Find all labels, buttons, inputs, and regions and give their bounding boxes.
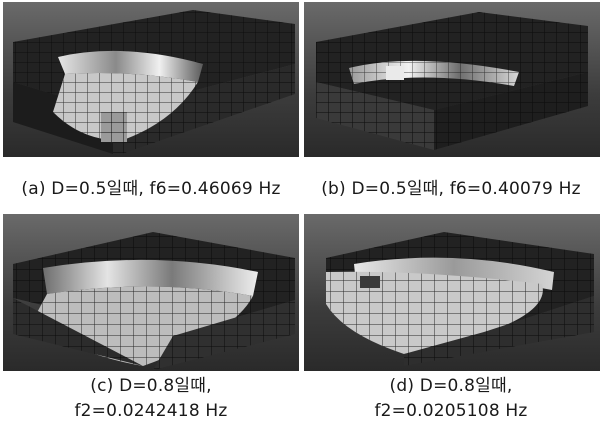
figure-d-caption-line1: (d) D=0.8일때, <box>389 376 513 396</box>
figure-c-render <box>3 214 299 371</box>
mode-shape-d-image <box>326 232 594 366</box>
mode-shape-a-image <box>13 10 295 154</box>
figure-a-caption: (a) D=0.5일때, f6=0.46069 Hz <box>0 177 302 202</box>
figure-b-caption-line1: (b) D=0.5일때, f6=0.40079 Hz <box>321 179 581 199</box>
figure-b-render <box>304 2 600 157</box>
figure-c-caption-line1: (c) D=0.8일때, <box>90 376 212 396</box>
figure-c-caption-line2: f2=0.0242418 Hz <box>74 401 228 421</box>
figure-c-caption: (c) D=0.8일때, f2=0.0242418 Hz <box>0 374 302 424</box>
mode-shape-c-image <box>13 232 295 370</box>
figure-d-render <box>304 214 600 371</box>
figure-a-caption-line1: (a) D=0.5일때, f6=0.46069 Hz <box>21 179 281 199</box>
figure-d-caption-line2: f2=0.0205108 Hz <box>374 401 528 421</box>
figure-d-caption: (d) D=0.8일때, f2=0.0205108 Hz <box>300 374 602 424</box>
mode-shape-b-image <box>316 12 588 150</box>
figure-b-caption: (b) D=0.5일때, f6=0.40079 Hz <box>300 177 602 202</box>
figure-a-render <box>3 2 299 157</box>
